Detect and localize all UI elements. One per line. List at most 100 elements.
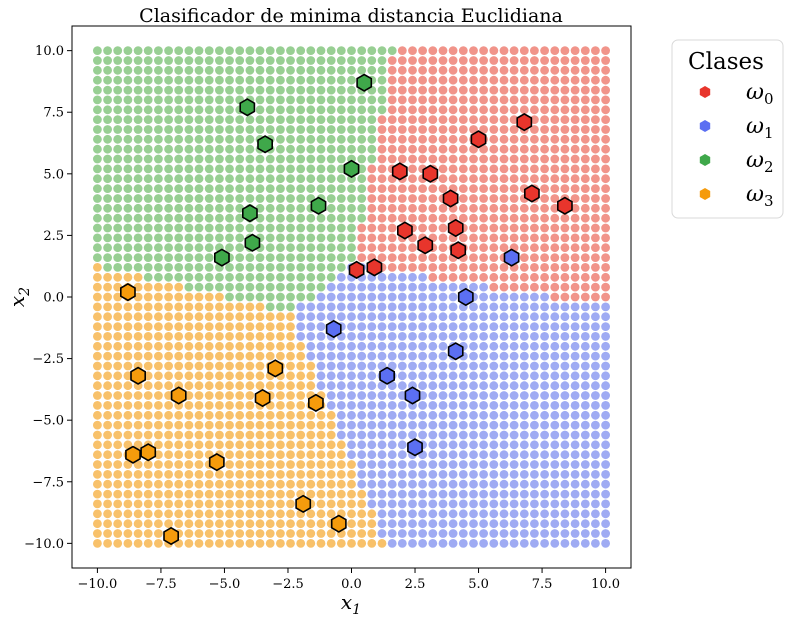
region-grid-point [499,509,509,519]
region-grid-point [113,322,123,331]
region-grid-point [265,223,275,233]
region-grid-point [347,302,356,312]
region-grid-point [367,391,377,400]
region-grid-point [489,164,499,174]
region-grid-point [540,341,549,351]
region-grid-point [408,539,417,548]
region-grid-point [418,499,427,509]
region-grid-point [103,391,112,400]
region-grid-point [428,470,438,479]
region-grid-point [265,430,275,440]
region-grid-point [204,440,214,450]
region-grid-point [245,312,255,322]
region-grid-point [519,361,529,371]
region-grid-point [540,430,549,440]
region-grid-point [174,56,184,65]
region-grid-point [143,489,153,499]
region-grid-point [326,263,336,272]
region-grid-point [428,154,438,164]
region-grid-point [570,194,580,203]
region-grid-point [428,450,438,460]
region-grid-point [469,65,478,75]
region-grid-point [570,56,580,65]
legend-frame [671,39,784,219]
region-grid-point [540,351,549,361]
region-grid-point [509,154,519,164]
region-grid-point [580,332,590,341]
region-grid-point [418,184,427,194]
region-grid-point [255,184,265,194]
region-grid-point [143,223,153,233]
region-grid-point [306,134,316,144]
region-grid-point [296,125,306,134]
region-grid-point [377,499,387,509]
region-grid-point [225,440,234,450]
region-grid-point [489,341,499,351]
region-grid-point [336,381,346,391]
region-grid-point [194,46,204,55]
region-grid-point [276,46,285,55]
region-grid-point [276,223,285,233]
region-grid-point [123,154,133,164]
region-grid-point [154,253,163,262]
region-grid-point [154,302,163,312]
region-grid-point [448,440,458,450]
region-grid-point [154,361,163,371]
region-grid-point [184,174,194,184]
region-grid-point [530,489,539,499]
region-grid-point [184,460,194,469]
region-grid-point [164,65,174,75]
region-grid-point [499,460,509,469]
region-grid-point [184,509,194,519]
region-grid-point [550,253,560,262]
region-grid-point [215,499,224,509]
region-grid-point [550,509,560,519]
region-grid-point [194,203,204,213]
region-grid-point [133,174,143,184]
region-grid-point [347,312,356,322]
region-grid-point [428,479,438,489]
region-grid-point [164,134,174,144]
region-grid-point [123,479,133,489]
region-grid-point [235,282,245,292]
region-grid-point [530,154,539,164]
region-grid-point [194,519,204,529]
region-grid-point [580,381,590,391]
region-grid-point [580,529,590,538]
region-grid-point [428,46,438,55]
region-grid-point [519,134,529,144]
region-grid-point [469,440,478,450]
region-grid-point [601,292,610,302]
region-grid-point [215,115,224,124]
region-grid-point [336,361,346,371]
region-grid-point [225,410,234,420]
region-grid-point [550,440,560,450]
region-grid-point [377,65,387,75]
region-grid-point [133,184,143,194]
region-grid-point [418,282,427,292]
region-grid-point [123,302,133,312]
region-grid-point [540,361,549,371]
region-grid-point [164,194,174,203]
region-grid-point [113,371,123,381]
region-grid-point [489,144,499,154]
region-grid-point [184,46,194,55]
region-grid-point [479,282,488,292]
region-grid-point [133,302,143,312]
region-grid-point [123,105,133,115]
region-grid-point [408,253,417,262]
region-grid-point [164,460,174,469]
region-grid-point [164,223,174,233]
region-grid-point [235,499,245,509]
region-grid-point [509,125,519,134]
region-grid-point [113,292,123,302]
region-grid-point [580,46,590,55]
region-grid-point [458,509,468,519]
region-grid-point [479,144,488,154]
region-grid-point [540,164,549,174]
region-grid-point [306,243,316,253]
region-grid-point [448,75,458,85]
region-grid-point [428,420,438,430]
region-grid-point [509,65,519,75]
region-grid-point [174,263,184,272]
